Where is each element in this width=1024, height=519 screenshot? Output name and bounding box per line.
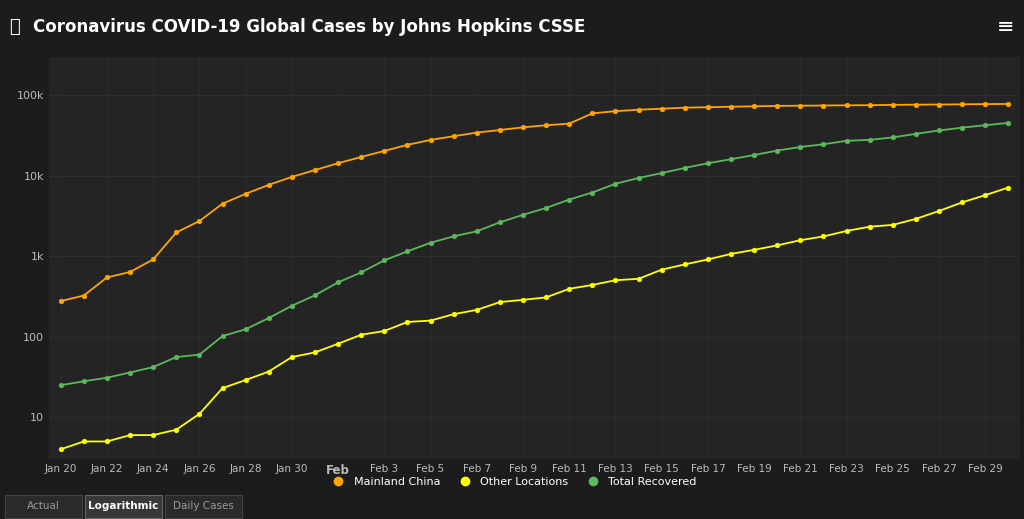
Text: Daily Cases: Daily Cases [173,501,233,511]
Text: Coronavirus COVID-19 Global Cases by Johns Hopkins CSSE: Coronavirus COVID-19 Global Cases by Joh… [33,18,585,36]
Bar [165,495,242,518]
Text: ⛨: ⛨ [9,18,19,36]
Text: Logarithmic: Logarithmic [88,501,159,511]
Bar [85,495,162,518]
Text: Actual: Actual [27,501,60,511]
Text: ≡: ≡ [997,17,1015,37]
Bar [5,495,82,518]
Legend: Mainland China, Other Locations, Total Recovered: Mainland China, Other Locations, Total R… [323,473,701,491]
